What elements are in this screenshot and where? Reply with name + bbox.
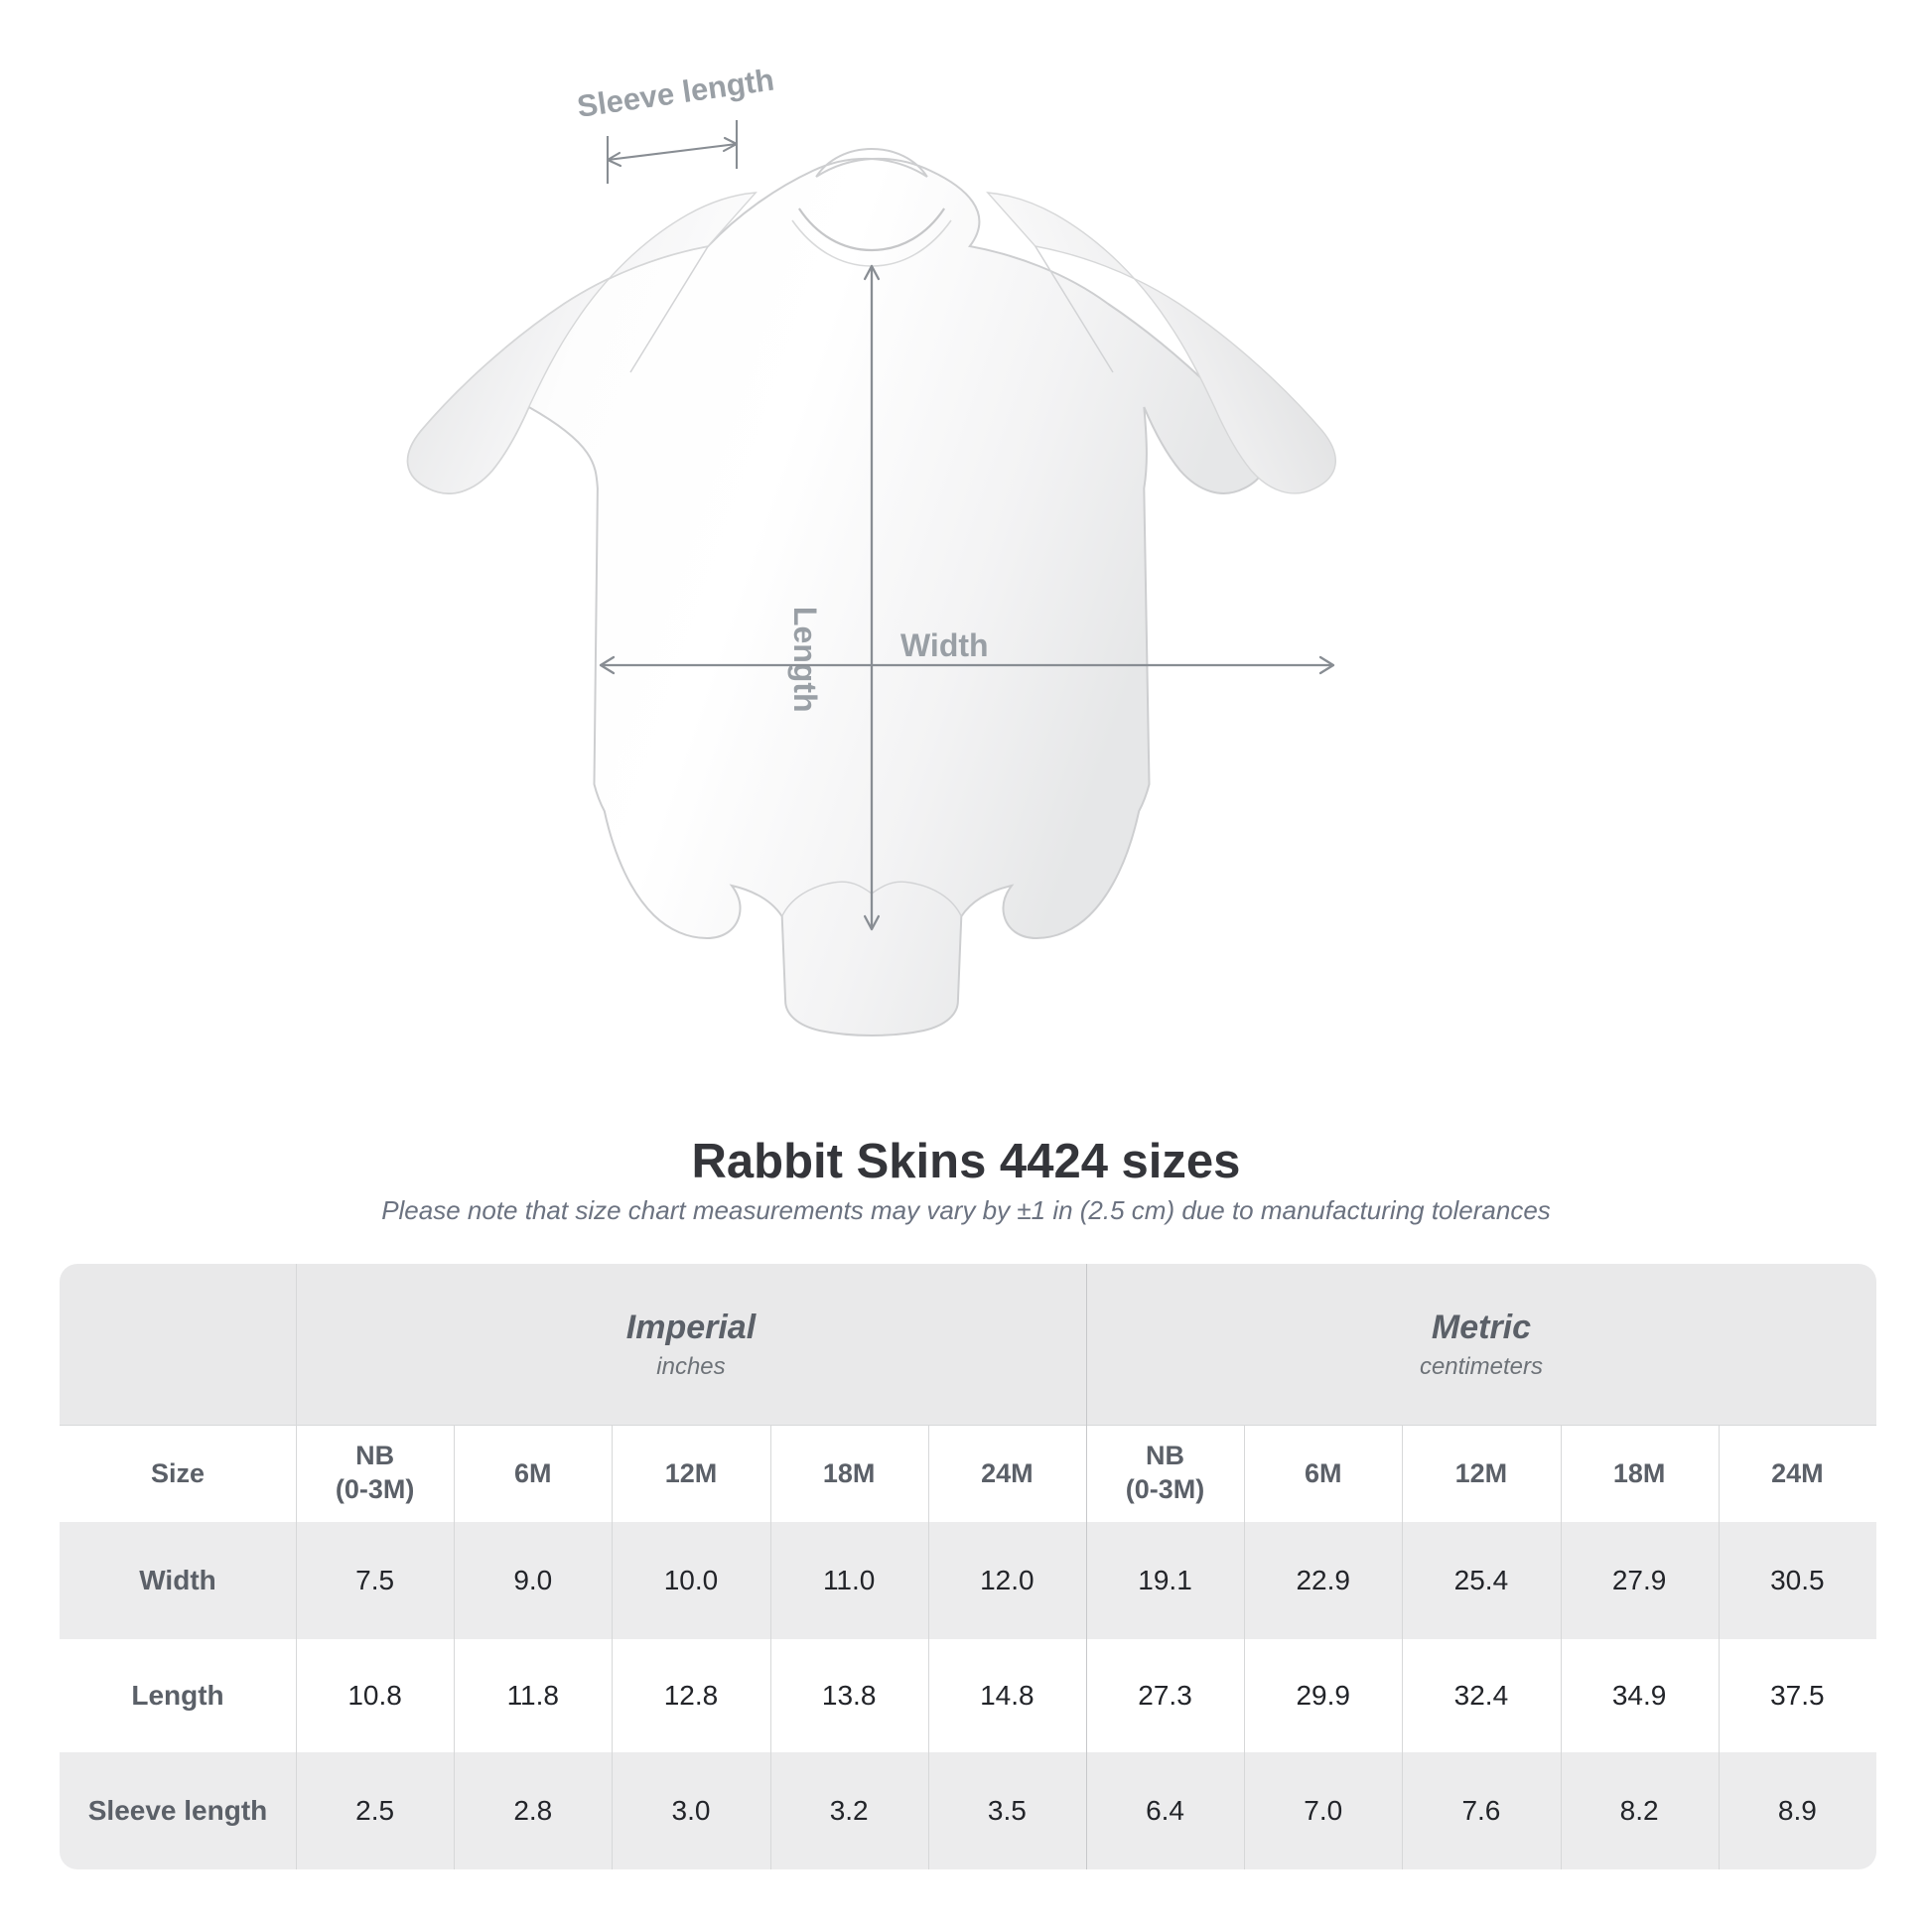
svg-text:Length: Length — [787, 607, 823, 713]
svg-text:Width: Width — [900, 627, 989, 663]
svg-text:Sleeve length: Sleeve length — [575, 62, 776, 123]
